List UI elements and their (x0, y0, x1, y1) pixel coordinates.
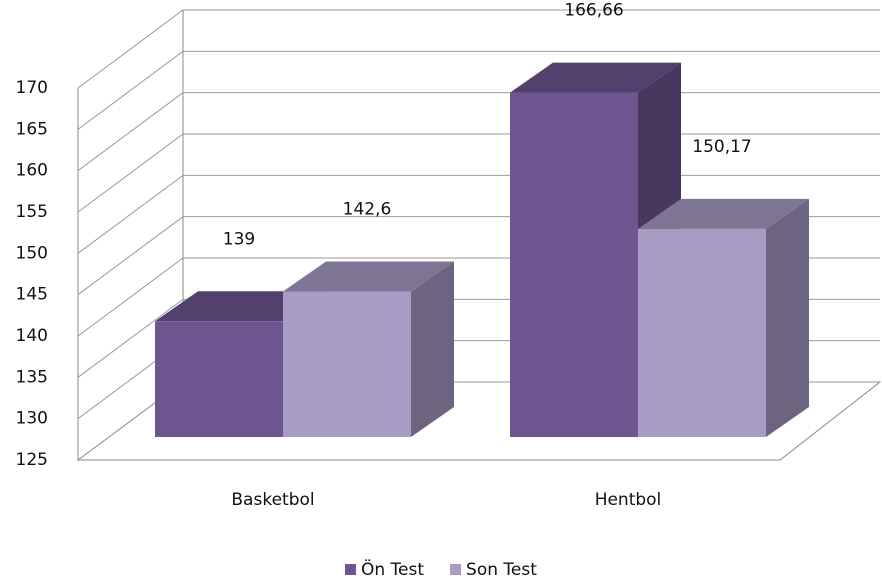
y-tick-label: 125 (16, 450, 48, 470)
legend-swatch (345, 564, 356, 575)
x-tick-label: Hentbol (595, 490, 662, 510)
data-label: 166,66 (564, 1, 623, 21)
x-tick-label: Basketbol (231, 490, 314, 510)
data-label: 142,6 (343, 200, 392, 220)
grid-line (77, 50, 880, 130)
y-tick-label: 150 (16, 243, 48, 263)
y-tick-label: 140 (16, 326, 48, 346)
bar-side (766, 198, 809, 437)
y-tick-label: 165 (16, 119, 48, 139)
legend-label: Ön Test (361, 558, 424, 580)
bar-top (638, 198, 809, 229)
legend-label: Son Test (466, 560, 537, 580)
grid-line (77, 92, 880, 172)
y-tick-label: 145 (16, 285, 48, 305)
bar-top (510, 62, 681, 93)
grid-line (77, 9, 880, 89)
y-tick-label: 155 (16, 202, 48, 222)
bar-side (411, 261, 454, 437)
legend-swatch (450, 564, 462, 575)
y-tick-label: 130 (16, 409, 48, 429)
bar (283, 291, 411, 437)
bar (638, 228, 766, 437)
bar (155, 321, 283, 437)
bar-top (283, 261, 454, 292)
y-tick-label: 170 (16, 78, 48, 98)
y-tick-label: 160 (16, 161, 48, 181)
data-label: 150,17 (692, 137, 751, 157)
data-label: 139 (223, 229, 255, 249)
bar (510, 92, 638, 438)
y-tick-label: 135 (16, 367, 48, 387)
